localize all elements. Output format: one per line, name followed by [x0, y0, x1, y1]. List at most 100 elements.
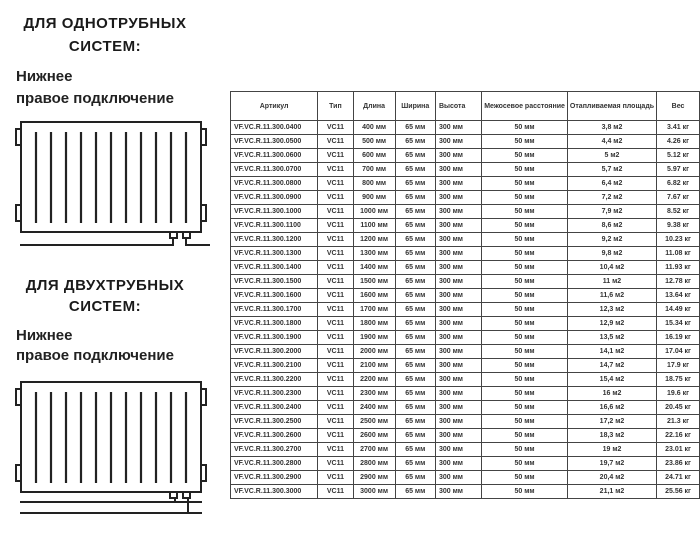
table-cell: 65 мм: [394, 120, 436, 135]
table-cell: 50 мм: [481, 484, 568, 499]
table-cell: 14,1 м2: [566, 344, 658, 359]
table-cell: 2800 мм: [352, 456, 396, 471]
table-cell: 25.56 кг: [656, 484, 700, 499]
table-cell: VC11: [317, 232, 354, 247]
table-cell: VC11: [317, 484, 354, 499]
section1-subtitle-line2: правое подключение: [16, 90, 174, 107]
column-header: Ширина: [394, 91, 436, 121]
pipe: [20, 238, 174, 246]
table-cell: 20.45 кг: [656, 400, 700, 415]
table-cell: 300 мм: [434, 134, 483, 149]
radiator-body: [20, 381, 202, 493]
table-cell: 19 м2: [566, 442, 658, 457]
table-cell: 50 мм: [481, 316, 568, 331]
table-cell: 12.78 кг: [656, 274, 700, 289]
section2-subtitle-line1: Нижнее: [16, 327, 73, 344]
valve: [169, 491, 178, 499]
table-cell: 65 мм: [394, 484, 436, 499]
table-cell: VC11: [317, 162, 354, 177]
table-cell: 15,4 м2: [566, 372, 658, 387]
table-cell: 24.71 кг: [656, 470, 700, 485]
table-cell: 300 мм: [434, 400, 483, 415]
table-cell: 300 мм: [434, 288, 483, 303]
table-row: VF.VC.R.11.300.3000 VC11 3000 мм 65 мм 300 м…: [229, 484, 700, 499]
table-cell: 65 мм: [394, 260, 436, 275]
table-row: VF.VC.R.11.300.2400 VC11 2400 мм 65 мм 300 м…: [229, 400, 700, 415]
table-row: VF.VC.R.11.300.1800 VC11 1800 мм 65 мм 300 м…: [229, 316, 700, 331]
table-cell: 50 мм: [481, 190, 568, 205]
table-cell: 900 мм: [352, 190, 396, 205]
table-cell: VF.VC.R.11.300.1500: [229, 274, 319, 289]
table-cell: 50 мм: [481, 288, 568, 303]
table-row: VF.VC.R.11.300.1100 VC11 1100 мм 65 мм 300 м…: [229, 218, 700, 233]
table-cell: 1500 мм: [352, 274, 396, 289]
table-cell: 7,2 м2: [566, 190, 658, 205]
table-cell: VF.VC.R.11.300.2800: [229, 456, 319, 471]
table-cell: 65 мм: [394, 428, 436, 443]
table-cell: VF.VC.R.11.300.3000: [229, 484, 319, 499]
table-row: VF.VC.R.11.300.2100 VC11 2100 мм 65 мм 300 м…: [229, 358, 700, 373]
table-cell: 65 мм: [394, 204, 436, 219]
column-header: Вес: [656, 91, 700, 121]
table-cell: 300 мм: [434, 372, 483, 387]
table-cell: 4,4 м2: [566, 134, 658, 149]
table-cell: 300 мм: [434, 386, 483, 401]
table-cell: 15.34 кг: [656, 316, 700, 331]
table-cell: 1900 мм: [352, 330, 396, 345]
table-cell: 18,3 м2: [566, 428, 658, 443]
table-cell: 50 мм: [481, 470, 568, 485]
table-cell: VF.VC.R.11.300.1400: [229, 260, 319, 275]
table-cell: 65 мм: [394, 274, 436, 289]
table-cell: 50 мм: [481, 274, 568, 289]
table-cell: VF.VC.R.11.300.0900: [229, 190, 319, 205]
table-cell: 11.08 кг: [656, 246, 700, 261]
table-cell: 6,4 м2: [566, 176, 658, 191]
table-cell: 2400 мм: [352, 400, 396, 415]
table-row: VF.VC.R.11.300.2700 VC11 2700 мм 65 мм 300 м…: [229, 442, 700, 457]
table-cell: 65 мм: [394, 470, 436, 485]
table-cell: 65 мм: [394, 176, 436, 191]
radiator-bracket: [200, 128, 207, 146]
table-cell: 300 мм: [434, 442, 483, 457]
table-cell: VC11: [317, 204, 354, 219]
table-cell: 65 мм: [394, 344, 436, 359]
table-cell: VC11: [317, 246, 354, 261]
table-cell: 16 м2: [566, 386, 658, 401]
table-row: VF.VC.R.11.300.0900 VC11 900 мм 65 мм 300 мм…: [229, 190, 700, 205]
table-cell: 17.9 кг: [656, 358, 700, 373]
section1-subtitle-line1: Нижнее: [16, 68, 73, 85]
column-header: Тип: [317, 91, 354, 121]
table-cell: 65 мм: [394, 148, 436, 163]
table-cell: 2700 мм: [352, 442, 396, 457]
table-cell: 50 мм: [481, 232, 568, 247]
table-cell: 300 мм: [434, 484, 483, 499]
table-cell: 50 мм: [481, 218, 568, 233]
table-cell: VF.VC.R.11.300.0600: [229, 148, 319, 163]
table-cell: VF.VC.R.11.300.1800: [229, 316, 319, 331]
table-cell: 50 мм: [481, 246, 568, 261]
table-cell: 300 мм: [434, 344, 483, 359]
section1-title-line1: ДЛЯ ОДНОТРУБНЫХ: [23, 15, 187, 32]
table-cell: 300 мм: [434, 204, 483, 219]
table-cell: 400 мм: [352, 120, 396, 135]
table-cell: 800 мм: [352, 176, 396, 191]
table-cell: 300 мм: [434, 302, 483, 317]
section2-title-line2: СИСТЕМ:: [68, 298, 142, 315]
table-cell: 3,8 м2: [566, 120, 658, 135]
table-row: VF.VC.R.11.300.2900 VC11 2900 мм 65 мм 300 м…: [229, 470, 700, 485]
table-cell: VC11: [317, 358, 354, 373]
table-cell: 5.12 кг: [656, 148, 700, 163]
table-cell: VF.VC.R.11.300.0500: [229, 134, 319, 149]
table-cell: VF.VC.R.11.300.1300: [229, 246, 319, 261]
table-cell: 65 мм: [394, 288, 436, 303]
table-cell: 300 мм: [434, 148, 483, 163]
table-row: VF.VC.R.11.300.0400 VC11 400 мм 65 мм 300 мм…: [229, 120, 700, 135]
table-cell: VF.VC.R.11.300.1900: [229, 330, 319, 345]
table-cell: 300 мм: [434, 260, 483, 275]
table-cell: 65 мм: [394, 358, 436, 373]
table-cell: VF.VC.R.11.300.1600: [229, 288, 319, 303]
table-cell: 21,1 м2: [566, 484, 658, 499]
table-row: VF.VC.R.11.300.1300 VC11 1300 мм 65 мм 300 м…: [229, 246, 700, 261]
table-cell: VF.VC.R.11.300.2500: [229, 414, 319, 429]
table-cell: 50 мм: [481, 372, 568, 387]
